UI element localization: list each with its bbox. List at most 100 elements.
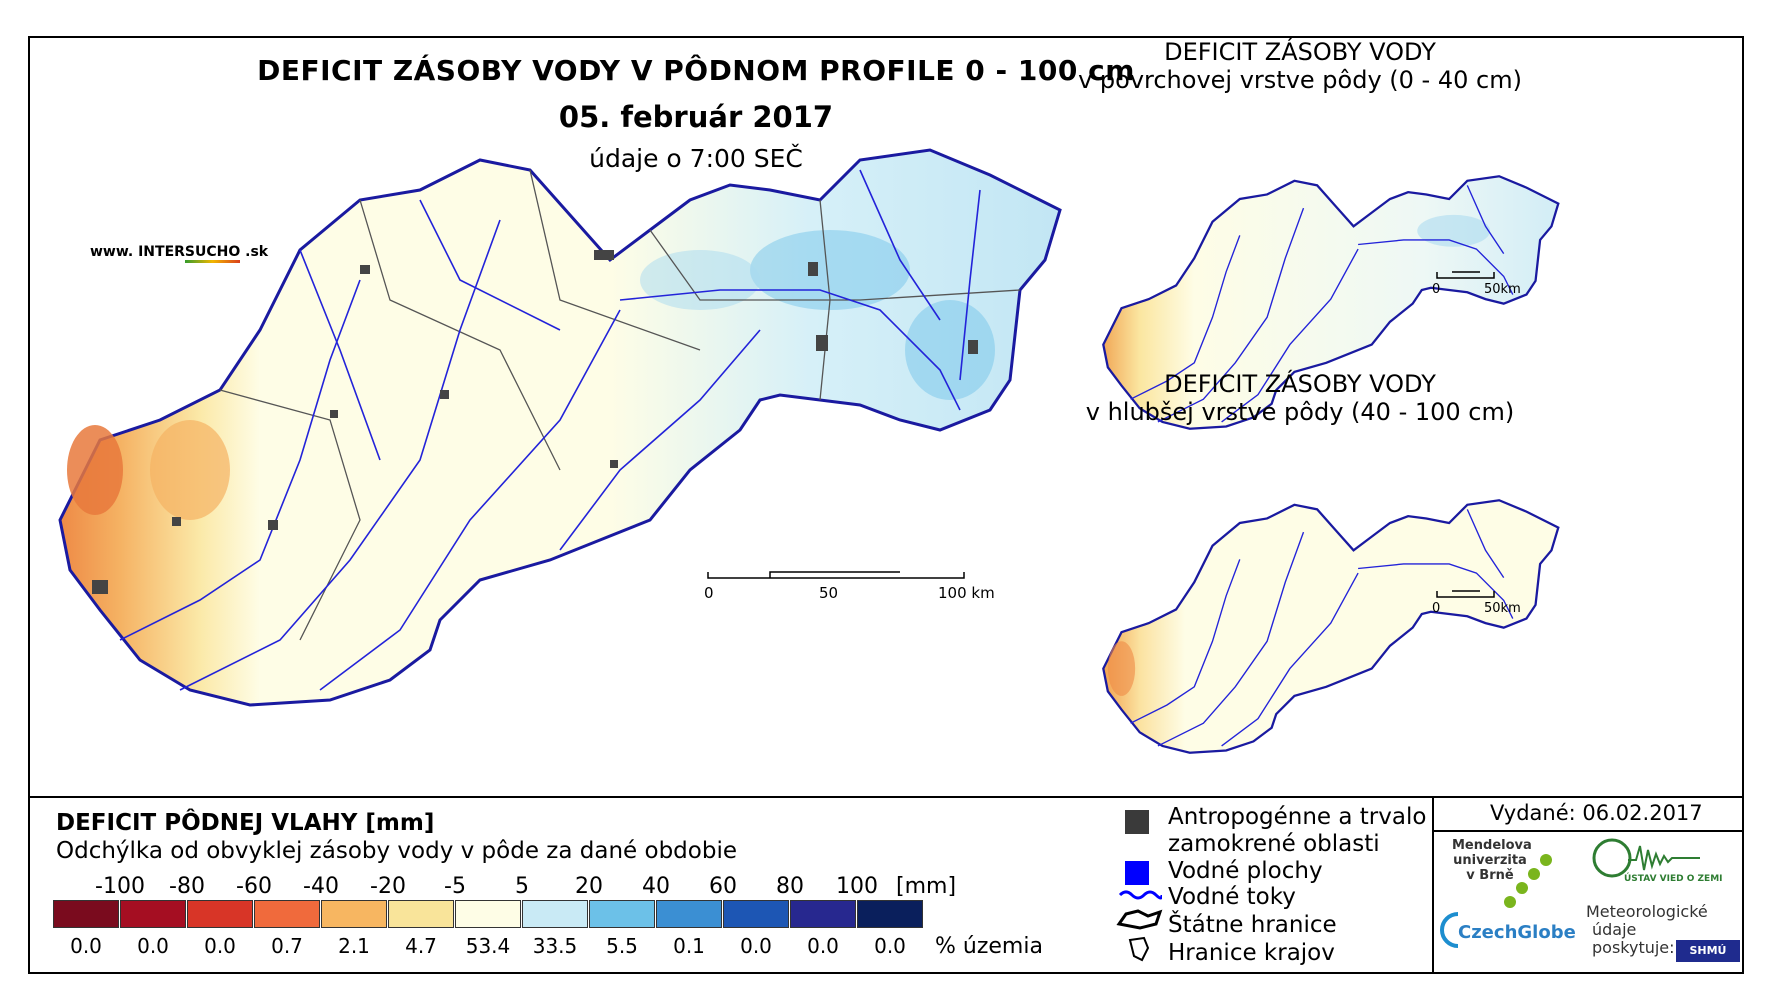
legend-percentage: 53.4 bbox=[465, 934, 511, 958]
main-map bbox=[58, 148, 1062, 707]
river-icon bbox=[1118, 890, 1162, 900]
main-scale-50: 50 bbox=[819, 584, 839, 602]
legend-swatch bbox=[254, 900, 320, 928]
inset-top-title-line2: v povrchovej vrstve pôdy (0 - 40 cm) bbox=[1078, 66, 1522, 94]
inset-bottom-scale-50: 50km bbox=[1484, 601, 1521, 616]
legend-panel bbox=[28, 796, 1744, 974]
legend-ticks: -100 -80 -60 -40 -20 -5 5 20 40 60 80 100 bbox=[56, 874, 936, 899]
meteo-line1: Meteorologické bbox=[1586, 902, 1708, 921]
legend-swatch bbox=[53, 900, 119, 928]
main-time: údaje o 7:00 SEČ bbox=[589, 144, 803, 173]
legend-tick-label: -5 bbox=[444, 874, 466, 899]
inset-bottom-title: DEFICIT ZÁSOBY VODY v hlubšej vrstve pôd… bbox=[1040, 370, 1560, 426]
state-border-icon bbox=[1116, 909, 1163, 930]
legend-percentage: 0.0 bbox=[70, 934, 102, 958]
issued-divider bbox=[1432, 830, 1744, 832]
inset-top-scale-50: 50km bbox=[1484, 282, 1521, 297]
inset-top-map bbox=[1102, 175, 1560, 430]
legend-swatch bbox=[388, 900, 454, 928]
mendel-line1: Mendelova bbox=[1452, 838, 1532, 853]
legend-tick-label: 80 bbox=[776, 874, 804, 899]
inset-bottom-scale-bar bbox=[1436, 590, 1495, 598]
inset-bottom-map bbox=[1102, 499, 1560, 754]
legend-swatch bbox=[589, 900, 655, 928]
legend-swatch bbox=[455, 900, 521, 928]
legend-tick-label: 100 bbox=[836, 874, 878, 899]
water-body-icon bbox=[1125, 861, 1149, 885]
inset-top-title: DEFICIT ZÁSOBY VODY v povrchovej vrstve … bbox=[1040, 38, 1560, 94]
legend-item-urban-line1: Antropogénne a trvalo bbox=[1168, 804, 1427, 830]
legend-item-rivers: Vodné toky bbox=[1168, 884, 1296, 910]
legend-item-urban: Antropogénne a trvalo zamokrené oblasti bbox=[1168, 804, 1426, 858]
legend-item-urban-line2: zamokrené oblasti bbox=[1168, 831, 1380, 857]
legend-swatch bbox=[656, 900, 722, 928]
legend-percentage: 5.5 bbox=[606, 934, 638, 958]
mendel-dots-icon bbox=[1504, 854, 1552, 908]
legend-subtitle: Odchýlka od obvyklej zásoby vody v pôde … bbox=[56, 838, 737, 864]
legend-tick-label: -20 bbox=[370, 874, 406, 899]
website-highlight: SUCHO bbox=[184, 244, 241, 263]
urban-symbol-icon bbox=[1125, 810, 1149, 834]
legend-swatch bbox=[723, 900, 789, 928]
legend-swatch bbox=[857, 900, 923, 928]
map-frame bbox=[28, 36, 1744, 974]
legend-swatch bbox=[120, 900, 186, 928]
main-title: DEFICIT ZÁSOBY VODY V PÔDNOM PROFILE 0 -… bbox=[257, 54, 1135, 87]
legend-color-scale bbox=[53, 900, 924, 930]
legend-item-state-border: Štátne hranice bbox=[1168, 912, 1337, 938]
main-scale-100: 100 km bbox=[938, 584, 995, 602]
legend-tick-label: 20 bbox=[575, 874, 603, 899]
legend-percentage: 0.7 bbox=[271, 934, 303, 958]
main-scale-bar bbox=[707, 571, 965, 579]
legend-percentage: 4.7 bbox=[405, 934, 437, 958]
main-scale-0: 0 bbox=[704, 584, 714, 602]
issued-date: Vydané: 06.02.2017 bbox=[1490, 801, 1703, 825]
uvz-logo-icon bbox=[1592, 838, 1700, 878]
legend-tick-label: -80 bbox=[169, 874, 205, 899]
inset-top-scale-0: 0 bbox=[1432, 282, 1441, 297]
czechglobe-arc-icon bbox=[1440, 912, 1459, 948]
inset-top-scale-bar bbox=[1436, 271, 1495, 279]
legend-item-water: Vodné plochy bbox=[1168, 858, 1323, 884]
legend-percentage: 0.1 bbox=[673, 934, 705, 958]
region-border-icon bbox=[1128, 936, 1150, 962]
legend-divider bbox=[1432, 796, 1434, 974]
legend-percentage: 0.0 bbox=[740, 934, 772, 958]
legend-swatch bbox=[522, 900, 588, 928]
mendel-line3: v Brně bbox=[1466, 868, 1514, 883]
uvz-logo-text: ÚSTAV VIED O ZEMI bbox=[1624, 874, 1723, 884]
inset-top-title-line1: DEFICIT ZÁSOBY VODY bbox=[1164, 38, 1436, 66]
legend-tick-label: 5 bbox=[515, 874, 529, 899]
meteo-provider-text: Meteorologické údaje poskytuje: bbox=[1586, 902, 1708, 957]
czechglobe-logo: CzechGlobe bbox=[1458, 922, 1576, 943]
legend-percentage: 0.0 bbox=[137, 934, 169, 958]
inset-bottom-scale-0: 0 bbox=[1432, 601, 1441, 616]
mendel-line2: univerzita bbox=[1453, 853, 1527, 868]
website-suffix: .sk bbox=[240, 244, 269, 260]
website-prefix: www. INTER bbox=[90, 244, 185, 260]
legend-percent-unit: % územia bbox=[935, 934, 1043, 959]
meteo-line2: údaje bbox=[1592, 920, 1637, 939]
legend-swatch bbox=[187, 900, 253, 928]
mendel-university-logo: Mendelova univerzita v Brně bbox=[1452, 838, 1532, 883]
legend-tick-label: -40 bbox=[303, 874, 339, 899]
legend-percentage: 0.0 bbox=[807, 934, 839, 958]
meteo-line3: poskytuje: bbox=[1592, 938, 1675, 957]
legend-title: DEFICIT PÔDNEJ VLAHY [mm] bbox=[56, 810, 435, 836]
legend-tick-label: 40 bbox=[642, 874, 670, 899]
legend-swatch bbox=[321, 900, 387, 928]
inset-bottom-title-line2: v hlubšej vrstve pôdy (40 - 100 cm) bbox=[1085, 398, 1515, 426]
legend-tick-label: -60 bbox=[236, 874, 272, 899]
legend-percentage: 0.0 bbox=[204, 934, 236, 958]
website-link[interactable]: www. INTERSUCHO .sk bbox=[90, 244, 269, 263]
legend-percentage: 0.0 bbox=[874, 934, 906, 958]
legend-percentage: 33.5 bbox=[532, 934, 578, 958]
legend-unit: [mm] bbox=[896, 874, 957, 899]
legend-tick-label: -100 bbox=[95, 874, 145, 899]
shmu-logo: SHMÚ bbox=[1676, 940, 1740, 962]
inset-bottom-title-line1: DEFICIT ZÁSOBY VODY bbox=[1164, 370, 1436, 398]
main-date: 05. február 2017 bbox=[558, 100, 834, 134]
legend-percentage: 2.1 bbox=[338, 934, 370, 958]
map-canvas bbox=[58, 148, 1560, 754]
legend-tick-label: 60 bbox=[709, 874, 737, 899]
